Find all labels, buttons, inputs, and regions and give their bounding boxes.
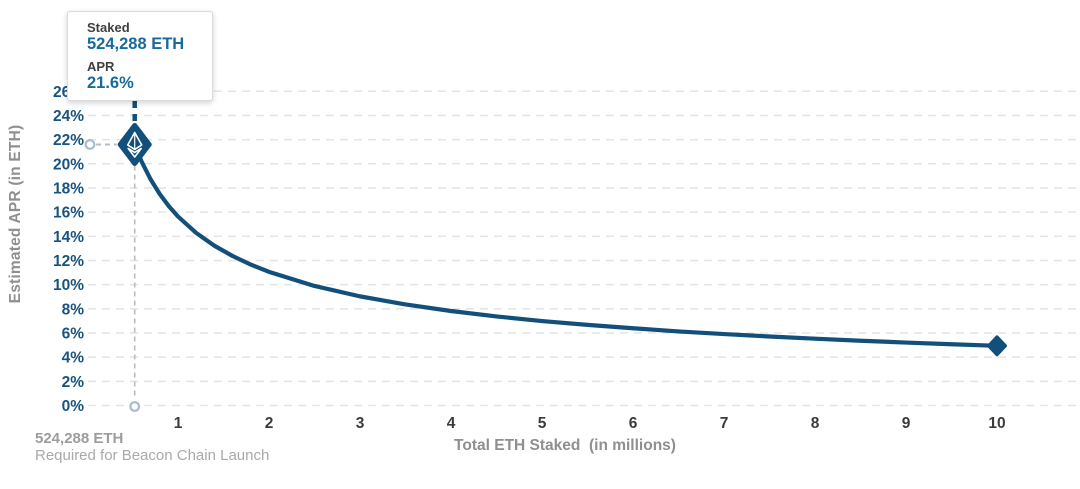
tooltip-staked-value: 524,288 ETH: [87, 35, 185, 54]
tooltip-staked-label: Staked: [87, 20, 130, 35]
x-tick-label: 1: [174, 415, 183, 432]
apr-curve: [132, 142, 1000, 348]
annotation-caption: Required for Beacon Chain Launch: [35, 447, 270, 465]
x-tick-label: 6: [629, 415, 638, 432]
x-tick-label: 5: [538, 415, 547, 432]
tooltip-apr-label: APR: [87, 58, 115, 74]
curve-endpoint-marker: [987, 335, 1007, 357]
beacon-chain-annotation: 524,288 ETH Required for Beacon Chain La…: [35, 430, 269, 465]
x-tick-label: 2: [265, 415, 274, 432]
y-tick-label: 24%: [53, 108, 84, 125]
eth-logo-lower-chevron: [127, 147, 143, 158]
x-tick-label: 4: [447, 415, 456, 432]
y-tick-label: 12%: [53, 253, 84, 270]
y-tick-label: 0%: [62, 398, 85, 415]
x-tick-label: 7: [720, 415, 729, 432]
y-tick-label: 4%: [62, 350, 85, 367]
marker-tooltip: Staked 524,288 ETH APR 21.6%: [67, 11, 213, 101]
annotation-eth-amount: 524,288 ETH: [35, 430, 124, 447]
x-axis-ring-marker: [129, 401, 141, 412]
y-tick-label: 6%: [62, 325, 85, 342]
x-tick-label: 9: [902, 415, 911, 432]
x-tick-label: 3: [356, 415, 365, 432]
x-tick-label: 8: [811, 415, 820, 432]
y-tick-label: 18%: [53, 180, 84, 197]
y-tick-label: 8%: [62, 301, 85, 318]
y-axis-title: Estimated APR (in ETH): [7, 124, 24, 304]
y-tick-label: 2%: [62, 374, 85, 391]
x-tick-label: 10: [988, 415, 1005, 432]
y-tick-label: 22%: [53, 132, 84, 149]
y-tick-label: 14%: [53, 229, 84, 246]
y-tick-label: 10%: [53, 277, 84, 294]
x-axis-title: Total ETH Staked (in millions): [454, 437, 676, 454]
y-axis-ring-marker: [84, 139, 96, 150]
y-tick-label: 20%: [53, 156, 84, 173]
tooltip-apr-value: 21.6%: [87, 74, 134, 93]
y-tick-label: 16%: [53, 205, 84, 222]
eth-marker[interactable]: [117, 122, 152, 166]
